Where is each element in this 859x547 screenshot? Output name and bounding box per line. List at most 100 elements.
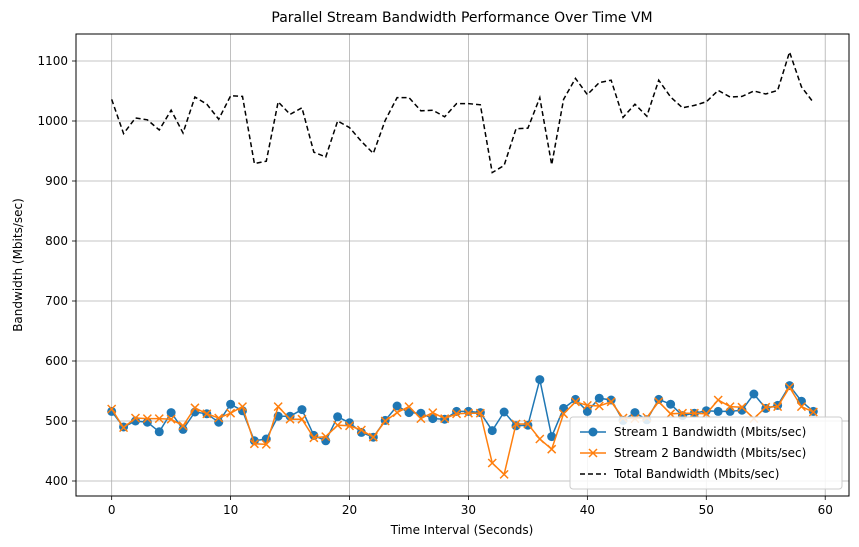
x-tick-label: 60 bbox=[818, 503, 833, 517]
series-2-point bbox=[368, 432, 378, 442]
legend-marker-stream-1 bbox=[588, 427, 598, 437]
series-1-point bbox=[428, 414, 438, 424]
legend-box bbox=[569, 416, 843, 490]
series-1-point bbox=[630, 408, 640, 418]
series-1-point bbox=[713, 406, 723, 416]
series-2-point bbox=[606, 397, 616, 407]
y-tick-label: 800 bbox=[45, 234, 68, 248]
series-2-point bbox=[594, 401, 604, 411]
legend-label-total: Total Bandwidth (Mbits/sec) bbox=[613, 467, 779, 481]
series-2-point bbox=[725, 402, 735, 412]
series-1-point bbox=[785, 381, 795, 391]
series-2-point bbox=[226, 408, 236, 418]
series-1-point bbox=[154, 427, 164, 437]
series-1-point bbox=[404, 408, 414, 418]
series-2-point bbox=[475, 408, 485, 418]
series-layer bbox=[107, 49, 818, 479]
x-tick-label: 40 bbox=[580, 503, 595, 517]
series-2-point bbox=[119, 423, 129, 433]
series-2-point bbox=[701, 409, 711, 419]
series-2-point bbox=[380, 416, 390, 426]
series-1-point bbox=[297, 405, 307, 415]
x-tick-label: 50 bbox=[699, 503, 714, 517]
series-2-point bbox=[273, 402, 283, 412]
series-2-point bbox=[785, 382, 795, 392]
series-2-point bbox=[356, 425, 366, 435]
y-tick-label: 500 bbox=[45, 414, 68, 428]
series-1-point bbox=[333, 412, 343, 422]
series-2-point bbox=[796, 402, 806, 412]
y-tick-label: 1000 bbox=[37, 114, 68, 128]
legend: Stream 1 Bandwidth (Mbits/sec) Stream 2 … bbox=[569, 416, 843, 490]
series-1-point bbox=[749, 389, 759, 399]
x-tick-label: 30 bbox=[461, 503, 476, 517]
y-tick-label: 700 bbox=[45, 294, 68, 308]
series-1-point bbox=[166, 408, 176, 418]
series-2-point bbox=[773, 402, 783, 412]
series-line-2 bbox=[111, 385, 814, 476]
series-2-point bbox=[499, 469, 509, 479]
series-2-point bbox=[237, 402, 248, 412]
series-1-point bbox=[570, 394, 580, 404]
series-2-point bbox=[666, 409, 676, 419]
series-2-point bbox=[737, 402, 747, 412]
y-tick-label: 900 bbox=[45, 174, 68, 188]
series-2-point bbox=[713, 395, 723, 405]
series-1-point bbox=[226, 399, 236, 409]
ticks: 0 10 20 30 40 50 60 400 500 600 700 800 900 1000 1100 bbox=[37, 54, 832, 517]
series-2-point bbox=[452, 409, 462, 419]
series-2-point bbox=[297, 414, 307, 424]
series-1-point bbox=[654, 394, 664, 404]
series-2-point bbox=[285, 414, 295, 424]
series-2-point bbox=[130, 413, 140, 423]
series-1-point bbox=[582, 406, 592, 416]
series-2-point bbox=[190, 403, 200, 413]
series-1-point bbox=[737, 405, 747, 415]
series-2-point bbox=[689, 408, 699, 418]
series-2-point bbox=[570, 397, 581, 407]
series-1-point bbox=[725, 406, 735, 416]
series-1-point bbox=[761, 403, 771, 413]
y-axis-label: Bandwidth (Mbits/sec) bbox=[11, 198, 25, 332]
series-2-point bbox=[321, 432, 331, 442]
plot-frame bbox=[75, 33, 850, 497]
chart-title: Parallel Stream Bandwidth Performance Ov… bbox=[271, 10, 652, 26]
legend-label-stream-1: Stream 1 Bandwidth (Mbits/sec) bbox=[614, 425, 806, 439]
y-tick-label: 1100 bbox=[37, 54, 68, 68]
series-2-point bbox=[547, 444, 557, 454]
series-2-point bbox=[344, 421, 355, 431]
x-tick-label: 0 bbox=[108, 503, 116, 517]
series-1-point bbox=[487, 426, 497, 436]
series-2-point bbox=[107, 404, 117, 414]
x-tick-label: 10 bbox=[223, 503, 238, 517]
series-1-point bbox=[499, 407, 509, 417]
series-2-point bbox=[166, 414, 176, 424]
series-2-point bbox=[392, 408, 402, 418]
series-1-point bbox=[594, 393, 604, 403]
series-2-point bbox=[404, 402, 414, 412]
series-2-point bbox=[428, 408, 438, 418]
y-tick-label: 400 bbox=[45, 474, 68, 488]
series-2-point bbox=[582, 400, 592, 410]
series-2-point bbox=[487, 458, 497, 468]
series-2-point bbox=[523, 419, 533, 429]
series-2-point bbox=[309, 433, 319, 443]
series-2-point bbox=[463, 408, 473, 418]
series-2-point bbox=[535, 434, 545, 444]
series-2-point bbox=[416, 414, 426, 424]
series-1-point bbox=[547, 432, 557, 442]
series-2-point bbox=[142, 414, 152, 424]
grid bbox=[76, 34, 849, 496]
series-1-point bbox=[535, 375, 545, 385]
x-axis-label: Time Interval (Seconds) bbox=[390, 523, 534, 537]
legend-marker-stream-2 bbox=[588, 448, 598, 458]
series-2-point bbox=[677, 408, 688, 418]
series-2-point bbox=[178, 421, 188, 431]
series-1-point bbox=[356, 427, 366, 437]
series-2-point bbox=[559, 409, 569, 419]
series-1-point bbox=[666, 399, 676, 409]
series-1-point bbox=[463, 406, 473, 416]
series-2-point bbox=[440, 414, 450, 424]
series-2-point bbox=[214, 413, 224, 423]
